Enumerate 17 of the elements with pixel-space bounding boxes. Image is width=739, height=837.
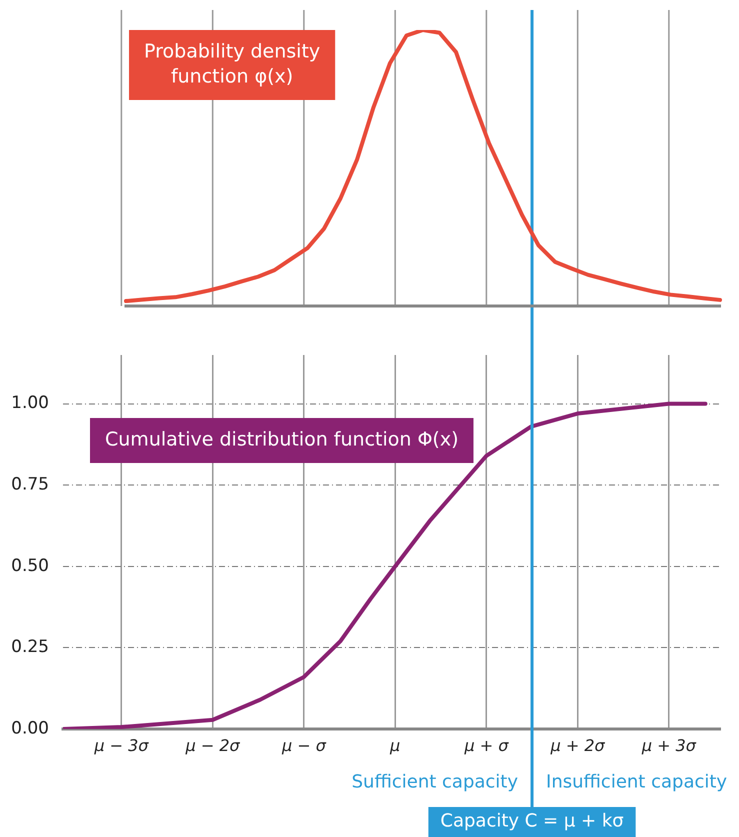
text: Insufficient capacity [546, 772, 728, 793]
x-tick-label: μ − 2σ [184, 736, 241, 755]
y-tick-label: 0.75 [11, 474, 49, 495]
y-tick-label: 0.50 [11, 556, 49, 576]
x-tick-label: μ − 3σ [93, 736, 150, 755]
text: Sufficient capacity [352, 772, 518, 793]
y-tick-label: 1.00 [11, 393, 49, 414]
y-tick-label: 0.00 [11, 718, 49, 738]
text: Probability density function φ(x) [144, 40, 320, 88]
x-tick-label: μ + σ [463, 736, 510, 755]
series-label: Cumulative distribution function Φ(x) [104, 428, 458, 450]
ref-line-label: Capacity C = μ + kσ [440, 810, 624, 832]
y-tick-label: 0.25 [11, 637, 49, 658]
x-tick-label: μ [389, 736, 400, 755]
x-tick-label: μ + 2σ [550, 736, 606, 755]
x-tick-label: μ − σ [280, 736, 327, 755]
x-tick-label: μ + 3σ [640, 736, 697, 755]
